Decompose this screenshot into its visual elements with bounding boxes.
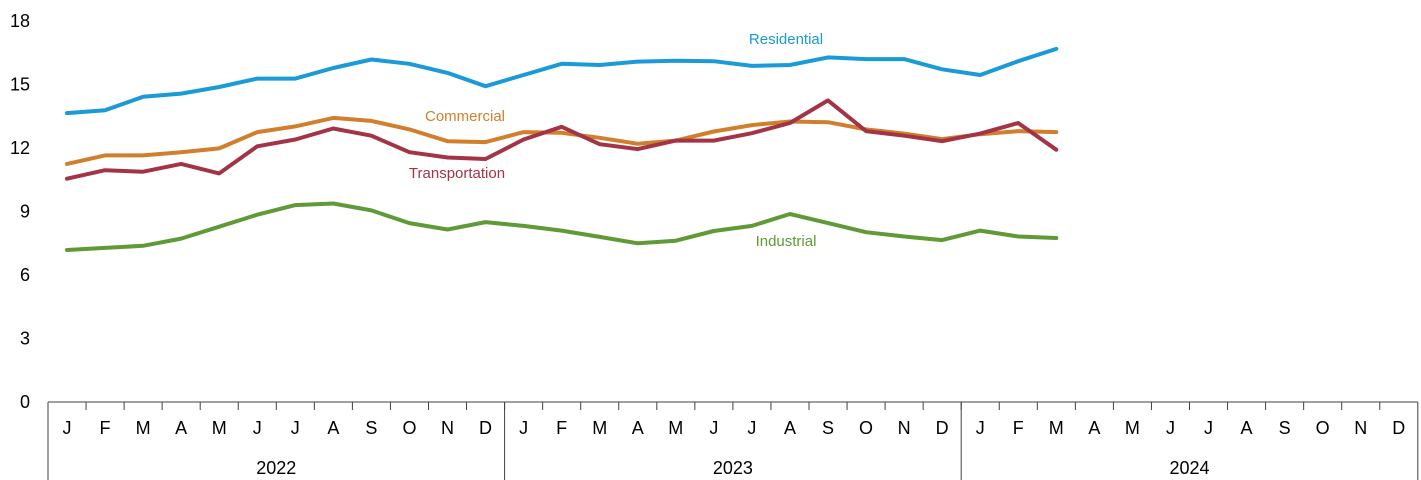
x-tick-label: A xyxy=(632,418,644,438)
y-tick-label: 15 xyxy=(10,75,30,95)
x-tick-label: M xyxy=(1125,418,1140,438)
x-tick-label: A xyxy=(1241,418,1253,438)
x-tick-label: A xyxy=(175,418,187,438)
year-label: 2022 xyxy=(256,458,296,478)
x-tick-label: S xyxy=(1279,418,1291,438)
x-tick-label: J xyxy=(747,418,756,438)
x-tick-label: M xyxy=(1049,418,1064,438)
series-line-commercial xyxy=(65,115,1059,166)
series-label-industrial: Industrial xyxy=(756,233,817,250)
y-tick-label: 0 xyxy=(20,392,30,412)
x-tick-label: A xyxy=(784,418,796,438)
y-tick-label: 18 xyxy=(10,11,30,31)
x-tick-label: O xyxy=(402,418,416,438)
series-label-commercial: Commercial xyxy=(425,108,505,125)
series-labels: Residential Commercial Transportation Indus… xyxy=(409,31,823,250)
y-tick-label: 9 xyxy=(20,202,30,222)
x-tick-label: J xyxy=(1166,418,1175,438)
x-tick-label: N xyxy=(441,418,454,438)
x-axis: J F M A M J J A S O N D 2022 J F M A M J J A S O N D 2023 J F M A M J J A… xyxy=(47,401,1419,480)
x-tick-label: F xyxy=(100,418,111,438)
x-tick-label: A xyxy=(327,418,339,438)
x-tick-label: D xyxy=(479,418,492,438)
series-label-transportation: Transportation xyxy=(409,165,505,182)
x-tick-label: J xyxy=(976,418,985,438)
x-tick-label: J xyxy=(709,418,718,438)
x-tick-label: J xyxy=(519,418,528,438)
y-tick-label: 3 xyxy=(20,329,30,349)
year-label: 2023 xyxy=(713,458,753,478)
x-tick-label: S xyxy=(365,418,377,438)
x-tick-label: M xyxy=(592,418,607,438)
y-tick-label: 12 xyxy=(10,138,30,158)
series-line-industrial xyxy=(65,201,1059,252)
x-tick-label: J xyxy=(1204,418,1213,438)
year-label: 2024 xyxy=(1169,458,1209,478)
x-tick-label: J xyxy=(253,418,262,438)
y-tick-label: 6 xyxy=(20,265,30,285)
series-lines xyxy=(65,46,1059,252)
x-tick-label: A xyxy=(1088,418,1100,438)
x-tick-label: N xyxy=(898,418,911,438)
y-axis: 0 3 6 9 12 15 18 xyxy=(10,11,30,412)
series-line-transportation xyxy=(65,98,1059,181)
x-tick-label: D xyxy=(1392,418,1405,438)
series-line-residential xyxy=(65,46,1059,116)
x-tick-label: M xyxy=(212,418,227,438)
x-tick-label: O xyxy=(859,418,873,438)
x-tick-label: N xyxy=(1354,418,1367,438)
x-tick-label: F xyxy=(1013,418,1024,438)
x-tick-label: J xyxy=(291,418,300,438)
x-tick-label: M xyxy=(668,418,683,438)
x-tick-label: D xyxy=(936,418,949,438)
x-tick-label: M xyxy=(136,418,151,438)
x-tick-label: S xyxy=(822,418,834,438)
x-tick-label: O xyxy=(1316,418,1330,438)
series-label-residential: Residential xyxy=(749,31,823,48)
x-tick-label: J xyxy=(63,418,72,438)
x-tick-label: F xyxy=(556,418,567,438)
